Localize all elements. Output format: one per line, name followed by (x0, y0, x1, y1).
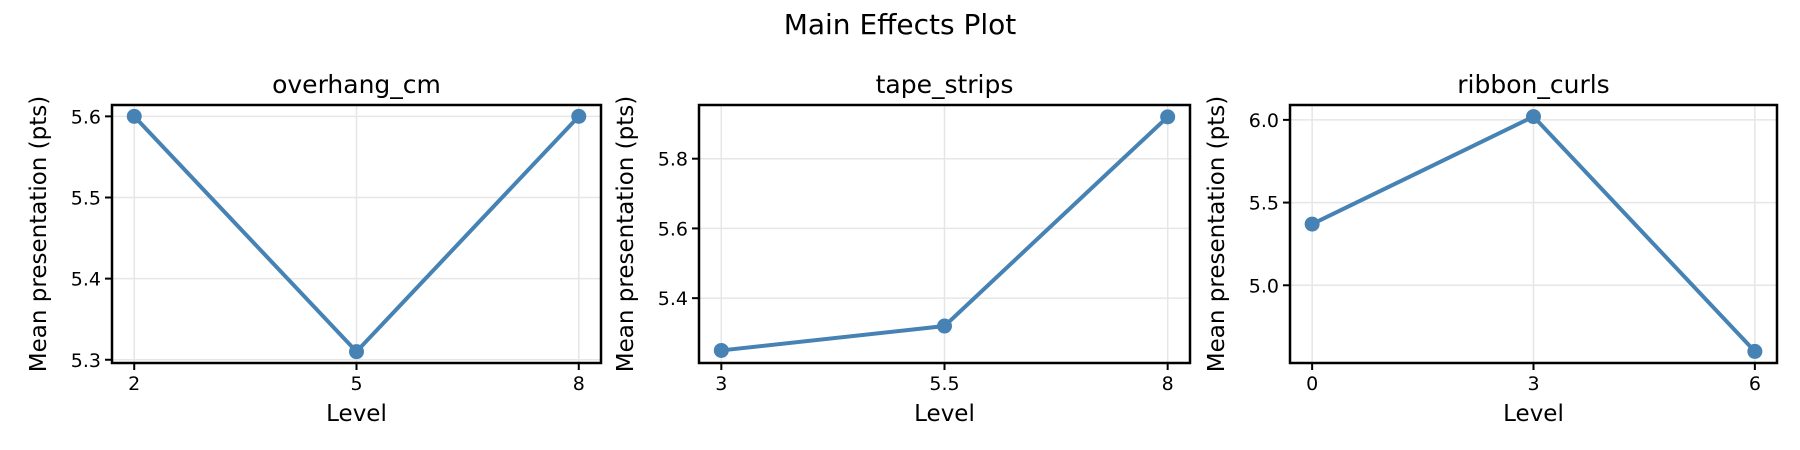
x-axis-label: Level (1503, 401, 1564, 427)
x-tick-label: 5.5 (929, 373, 959, 395)
subplot-title: overhang_cm (272, 70, 441, 99)
y-tick-label: 5.6 (658, 218, 688, 240)
axes-spines (1288, 103, 1779, 365)
x-tick-label: 0 (1306, 373, 1318, 395)
data-point (713, 342, 729, 358)
subplot-tape_strips: 3 5.5 8 5.4 5.6 5.8 tape_strips Level Mean prese… (613, 70, 1192, 427)
y-tick-label: 5.6 (71, 106, 101, 128)
y-tick-label: 5.5 (71, 187, 101, 209)
x-tick-label: 6 (1749, 373, 1761, 395)
x-tick-label: 3 (715, 373, 727, 395)
subplot-ribbon_curls: 0 3 6 5.0 5.5 6.0 ribbon_curls Level Mean presen… (1204, 70, 1779, 427)
data-point (126, 108, 142, 124)
subplot-title: ribbon_curls (1457, 70, 1609, 99)
y-tick-label: 5.4 (658, 288, 688, 310)
x-tick-label: 2 (128, 373, 140, 395)
subplot-overhang_cm: 2 5 8 5.3 5.4 5.5 5.6 overhang_cm Level Mean pres… (26, 70, 603, 427)
data-point (937, 318, 952, 334)
data-point (1526, 109, 1541, 125)
subplot-title: tape_strips (876, 70, 1014, 99)
y-axis-label: Mean presentation (pts) (613, 96, 639, 372)
y-axis-label: Mean presentation (pts) (1204, 96, 1230, 372)
axes-spines (110, 103, 603, 365)
y-tick-label: 5.8 (658, 149, 688, 171)
y-tick-label: 5.0 (1249, 275, 1279, 297)
y-axis-label: Mean presentation (pts) (26, 96, 52, 372)
x-tick-label: 8 (1162, 373, 1174, 395)
data-point (349, 344, 364, 360)
data-point (1747, 343, 1763, 359)
y-tick-label: 5.3 (71, 350, 101, 372)
y-tick-label: 5.4 (71, 269, 101, 291)
figure-title: Main Effects Plot (783, 8, 1017, 41)
data-point (571, 108, 587, 124)
y-tick-label: 5.5 (1249, 193, 1279, 215)
x-tick-label: 8 (573, 373, 585, 395)
data-point (1160, 109, 1176, 125)
axes-spines (697, 103, 1192, 365)
y-tick-label: 6.0 (1249, 110, 1279, 132)
x-axis-label: Level (914, 401, 975, 427)
x-axis-label: Level (326, 401, 387, 427)
x-tick-label: 5 (350, 373, 362, 395)
data-point (1304, 216, 1320, 232)
x-tick-label: 3 (1527, 373, 1539, 395)
